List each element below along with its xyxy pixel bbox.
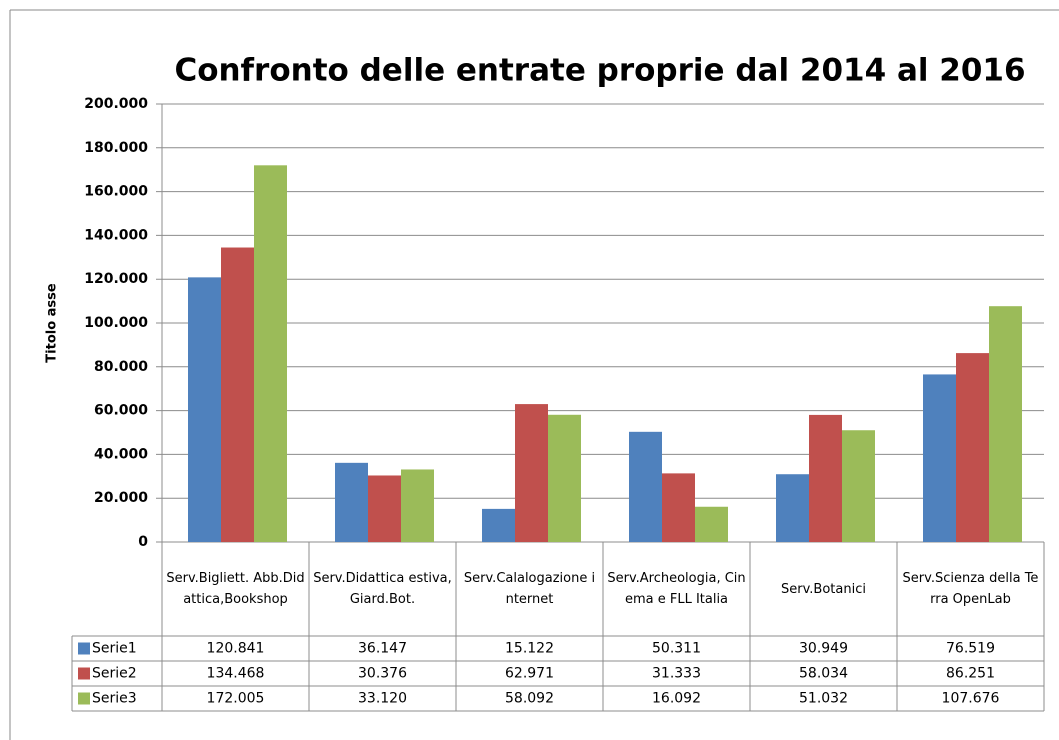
bar [335,462,368,542]
bar [515,404,548,542]
y-tick-label: 40.000 [94,446,148,462]
table-value: 120.841 [207,641,265,657]
bar [989,306,1022,542]
table-value: 15.122 [505,641,554,657]
bar [695,506,728,542]
legend-label: Serie3 [92,691,137,707]
bar [662,473,695,542]
y-tick-label: 20.000 [94,490,148,506]
table-value: 134.468 [207,666,265,682]
bar [368,475,401,542]
bar [842,430,875,542]
bar [956,353,989,542]
table-value: 172.005 [207,691,265,707]
x-tick-label: Serv.Scienza della Terra OpenLab [902,571,1039,607]
legend-key [78,642,90,655]
chart-title: Confronto delle entrate proprie dal 2014… [174,53,1025,89]
y-tick-label: 200.000 [84,96,148,112]
table-value: 30.949 [799,641,848,657]
y-axis-title: Titolo asse [45,283,60,363]
legend-key [78,692,90,705]
table-value: 31.333 [652,666,701,682]
bar [809,414,842,542]
legend-key [78,667,90,680]
y-tick-label: 180.000 [84,140,148,156]
table-value: 76.519 [946,641,995,657]
x-tick-label: Serv.Bigliett. Abb.Didattica,Bookshop [166,571,305,607]
legend-label: Serie1 [92,641,137,657]
y-tick-label: 120.000 [84,271,148,287]
bar [221,247,254,542]
table-value: 58.034 [799,666,848,682]
y-tick-label: 80.000 [94,359,148,375]
x-tick-label: Serv.Botanici [781,581,866,597]
y-tick-label: 100.000 [84,315,148,331]
x-tick-label: Serv.Calalogazione internet [463,571,596,607]
table-value: 62.971 [505,666,554,682]
bar [401,469,434,542]
y-tick-label: 140.000 [84,227,148,243]
table-value: 30.376 [358,666,407,682]
table-value: 33.120 [358,691,407,707]
table-value: 58.092 [505,691,554,707]
x-tick-label: Serv.Archeologia, Cinema e FLL Italia [607,571,746,607]
table-value: 50.311 [652,641,701,657]
bar [629,431,662,542]
table-value: 86.251 [946,666,995,682]
legend-label: Serie2 [92,666,137,682]
y-tick-label: 60.000 [94,403,148,419]
x-tick-label: Serv.Didattica estiva,Giard.Bot. [313,571,452,607]
table-value: 36.147 [358,641,407,657]
table-value: 107.676 [942,691,1000,707]
bar [254,165,287,542]
y-tick-label: 0 [138,534,148,550]
y-tick-label: 160.000 [84,184,148,200]
bar [548,414,581,542]
bar [188,277,221,542]
bar [482,508,515,542]
table-value: 16.092 [652,691,701,707]
table-value: 51.032 [799,691,848,707]
bar [923,374,956,542]
bar [776,474,809,542]
